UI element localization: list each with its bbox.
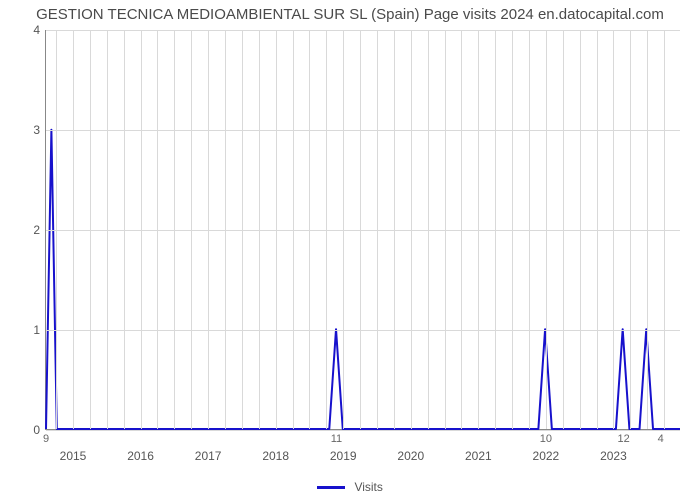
legend: Visits [0,479,700,494]
legend-swatch [317,486,345,489]
ytick-label: 1 [33,323,40,337]
gridline-v-minor [107,30,108,429]
xtick-label: 2017 [195,449,222,463]
gridline-v-minor [124,30,125,429]
data-label: 12 [617,433,629,445]
gridline-v-minor [174,30,175,429]
data-label: 4 [658,433,664,445]
gridline-v [73,30,74,429]
gridline-v [343,30,344,429]
xtick-label: 2019 [330,449,357,463]
chart-title: GESTION TECNICA MEDIOAMBIENTAL SUR SL (S… [0,6,700,23]
gridline-v [546,30,547,429]
gridline-v [613,30,614,429]
gridline-v-minor [293,30,294,429]
gridline-v-minor [394,30,395,429]
xtick-label: 2015 [60,449,87,463]
data-label: 9 [43,433,49,445]
gridline-v-minor [309,30,310,429]
gridline-v [141,30,142,429]
gridline-v-minor [664,30,665,429]
xtick-label: 2021 [465,449,492,463]
gridline-v-minor [597,30,598,429]
ytick-label: 0 [33,423,40,437]
data-label: 11 [331,433,342,445]
xtick-label: 2018 [262,449,289,463]
gridline-v-minor [529,30,530,429]
gridline-v-minor [360,30,361,429]
gridline-v-minor [259,30,260,429]
ytick-label: 3 [33,123,40,137]
chart-container: GESTION TECNICA MEDIOAMBIENTAL SUR SL (S… [0,0,700,500]
plot-area: 0123420152016201720182019202020212022202… [45,30,680,430]
gridline-v-minor [647,30,648,429]
legend-label: Visits [354,480,382,494]
gridline-v-minor [512,30,513,429]
gridline-v [478,30,479,429]
gridline-v [276,30,277,429]
gridline-v-minor [445,30,446,429]
gridline-v-minor [157,30,158,429]
gridline-v-minor [191,30,192,429]
gridline-v-minor [495,30,496,429]
gridline-v [411,30,412,429]
gridline-v-minor [326,30,327,429]
xtick-label: 2022 [533,449,560,463]
gridline-v-minor [225,30,226,429]
ytick-label: 4 [33,23,40,37]
gridline-v-minor [461,30,462,429]
gridline-v [208,30,209,429]
gridline-v-minor [428,30,429,429]
xtick-label: 2023 [600,449,627,463]
xtick-label: 2016 [127,449,154,463]
gridline-v-minor [56,30,57,429]
gridline-v-minor [90,30,91,429]
gridline-h [46,430,680,431]
gridline-v-minor [630,30,631,429]
gridline-v-minor [377,30,378,429]
ytick-label: 2 [33,223,40,237]
xtick-label: 2020 [397,449,424,463]
gridline-v-minor [242,30,243,429]
data-label: 10 [540,433,552,445]
gridline-v-minor [580,30,581,429]
gridline-v-minor [563,30,564,429]
